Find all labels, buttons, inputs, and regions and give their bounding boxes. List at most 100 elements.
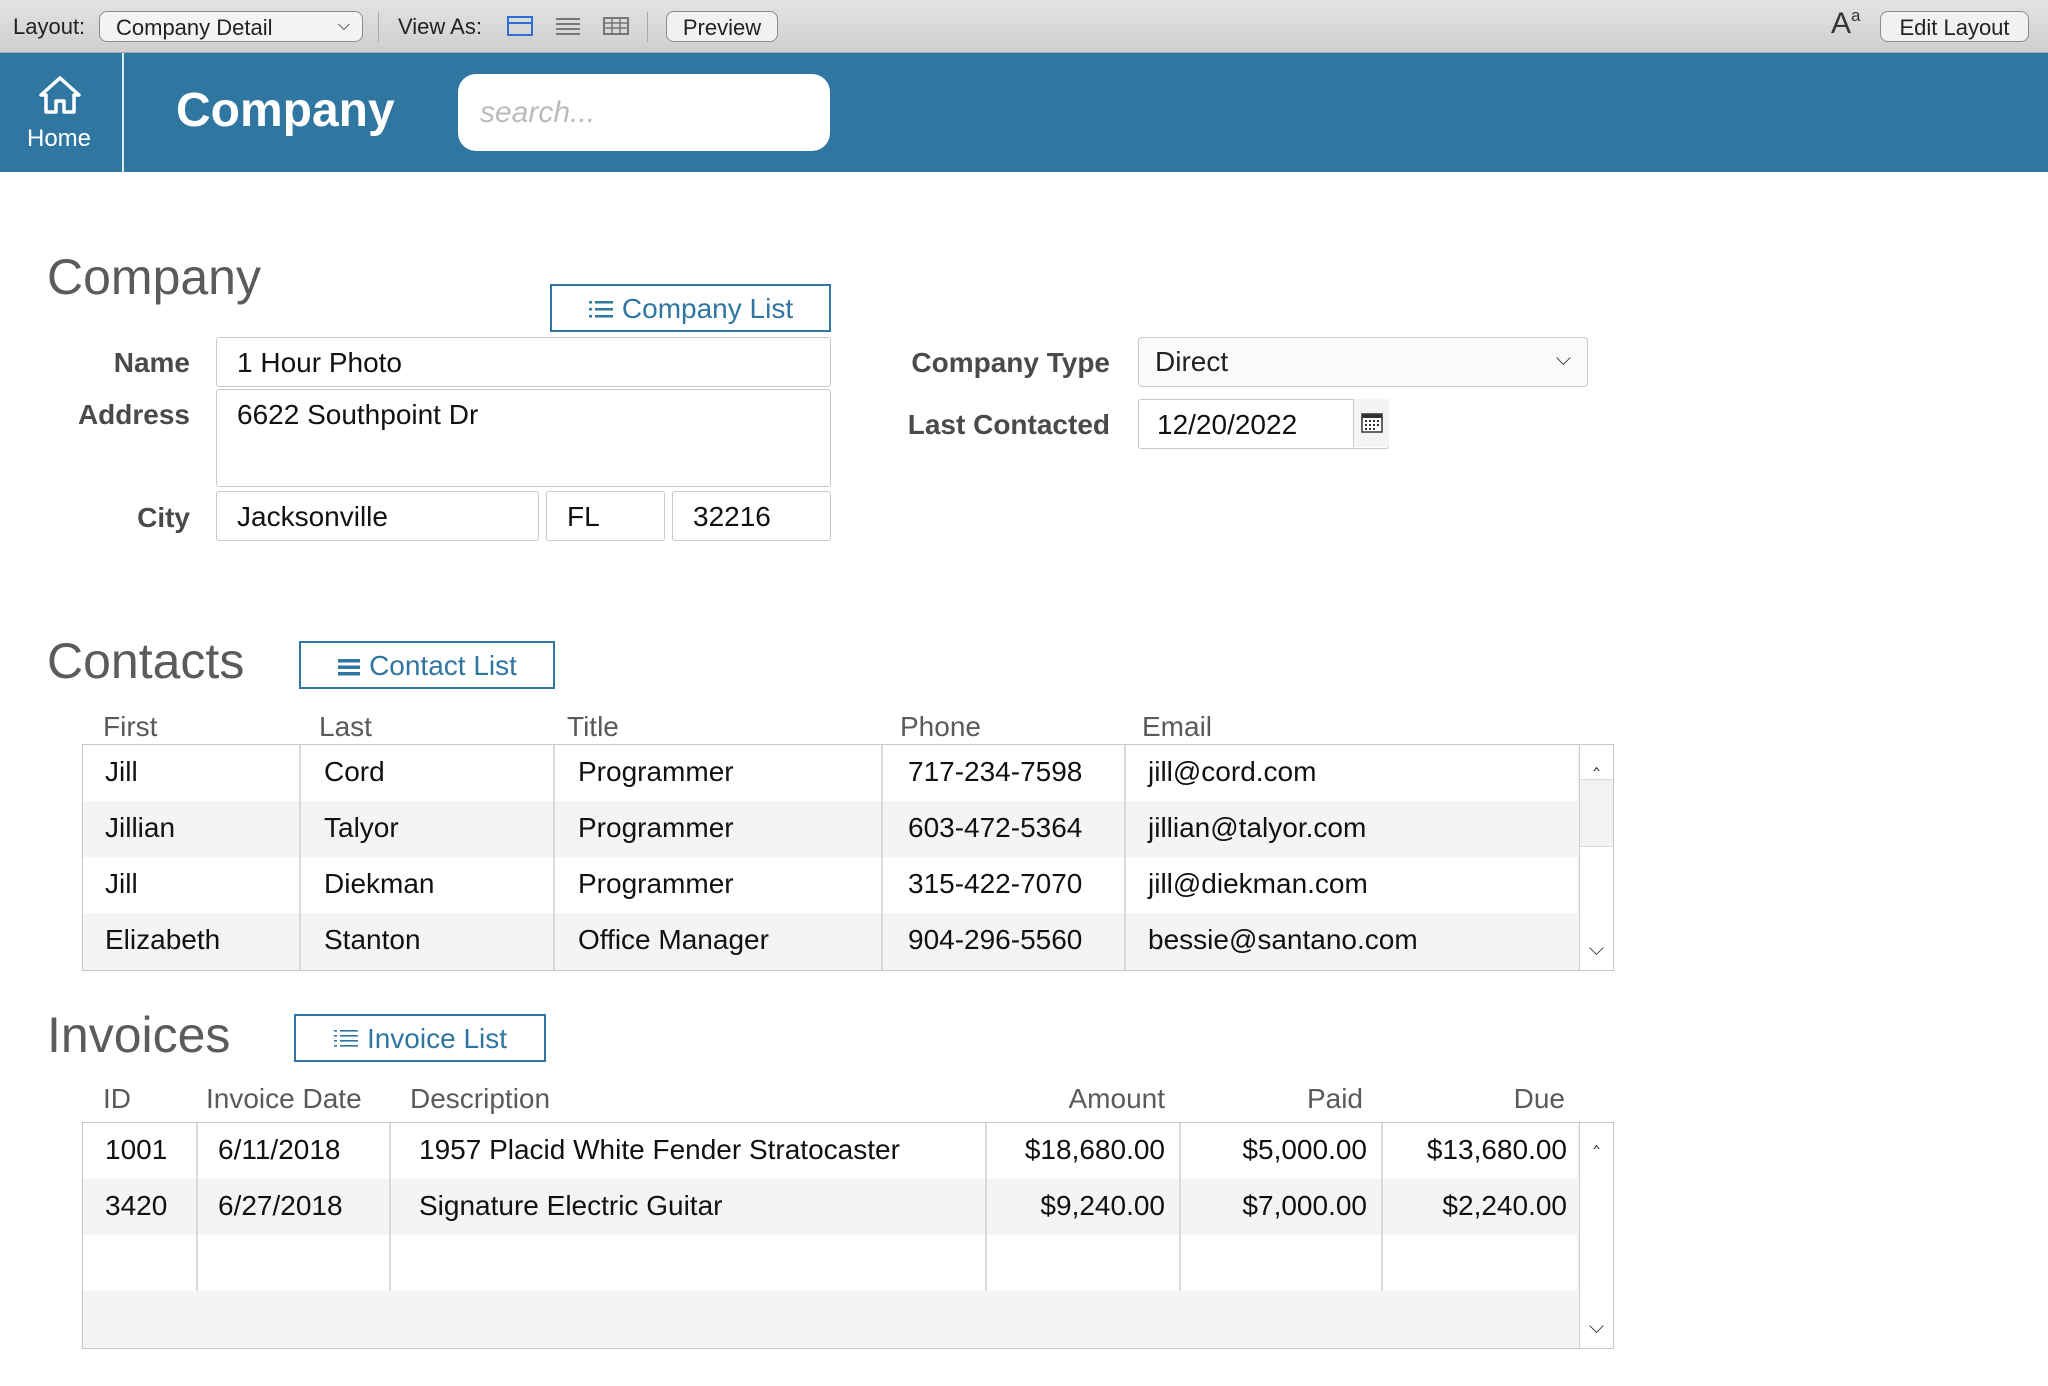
- contacts-column-header: Email: [1142, 711, 1213, 742]
- scrollbar-thumb[interactable]: [1580, 779, 1613, 847]
- table-row-empty[interactable]: [83, 1235, 1577, 1291]
- invoice-description: 1957 Placid White Fender Stratocaster: [419, 1134, 900, 1165]
- column-divider: [553, 745, 555, 970]
- city-field[interactable]: Jacksonville: [216, 491, 539, 541]
- layout-dropdown-value: Company Detail: [116, 15, 273, 40]
- company-section-heading: Company: [47, 249, 261, 305]
- date-picker-button[interactable]: [1353, 399, 1389, 447]
- company-name-field[interactable]: 1 Hour Photo: [216, 337, 831, 387]
- contacts-column-header: First: [103, 711, 158, 742]
- contact-title: Office Manager: [578, 924, 769, 955]
- state-field[interactable]: FL: [546, 491, 665, 541]
- font-size-glyph: A: [1831, 7, 1852, 40]
- scroll-down-icon[interactable]: ⌵: [1588, 1316, 1605, 1338]
- column-divider: [881, 745, 883, 970]
- company-type-dropdown[interactable]: Direct ⌵: [1138, 337, 1588, 387]
- column-divider: [389, 1123, 391, 1291]
- home-button[interactable]: Home: [0, 53, 124, 172]
- company-type-label: Company Type: [911, 347, 1110, 378]
- scroll-down-icon[interactable]: ⌵: [1588, 938, 1605, 960]
- home-icon: [39, 76, 81, 114]
- invoices-column-header: Amount: [1068, 1083, 1166, 1114]
- address-field[interactable]: 6622 Southpoint Dr: [216, 389, 831, 487]
- invoice-amount: $9,240.00: [1040, 1190, 1165, 1221]
- scroll-up-icon[interactable]: ‸: [1593, 1127, 1600, 1149]
- toolbar-divider: [378, 12, 379, 42]
- search-input[interactable]: [458, 74, 830, 151]
- company-list-label: Company List: [621, 293, 794, 324]
- contact-list-button[interactable]: Contact List: [299, 641, 555, 689]
- invoice-id: 3420: [105, 1190, 168, 1221]
- table-row[interactable]: Jillian Talyor Programmer 603-472-5364 j…: [83, 801, 1577, 857]
- list-icon: [333, 1030, 358, 1047]
- preview-button[interactable]: Preview: [666, 11, 778, 42]
- home-label: Home: [26, 125, 92, 152]
- invoices-column-header: Invoice Date: [206, 1083, 362, 1114]
- contact-phone: 315-422-7070: [908, 868, 1083, 899]
- column-divider: [299, 745, 301, 970]
- contacts-scrollbar[interactable]: ‸ ⌵: [1579, 745, 1613, 970]
- company-type-value: Direct: [1155, 346, 1229, 377]
- invoice-due: $2,240.00: [1442, 1190, 1567, 1221]
- column-divider: [985, 1123, 987, 1291]
- last-contacted-label: Last Contacted: [907, 409, 1110, 440]
- contact-last: Talyor: [324, 812, 399, 843]
- edit-layout-button[interactable]: Edit Layout: [1880, 11, 2029, 42]
- contact-first: Jill: [105, 868, 138, 899]
- form-view-icon[interactable]: [507, 15, 533, 37]
- app-header: Home Company: [0, 53, 2048, 172]
- last-contacted-field[interactable]: 12/20/2022: [1138, 399, 1389, 449]
- table-row[interactable]: 1001 6/11/2018 1957 Placid White Fender …: [83, 1123, 1577, 1179]
- invoice-list-label: Invoice List: [366, 1023, 508, 1054]
- table-row[interactable]: 3420 6/27/2018 Signature Electric Guitar…: [83, 1179, 1577, 1235]
- city-label: City: [137, 502, 190, 533]
- font-size-icon[interactable]: Aa: [1831, 6, 1860, 41]
- toolbar-divider: [647, 12, 648, 42]
- company-list-button[interactable]: Company List: [550, 284, 831, 332]
- contact-first: Elizabeth: [105, 924, 221, 955]
- list-icon: [338, 659, 361, 676]
- calendar-icon: [1361, 413, 1383, 433]
- contact-title: Programmer: [578, 868, 734, 899]
- invoices-scrollbar[interactable]: ‸ ⌵: [1579, 1123, 1613, 1348]
- list-view-icon[interactable]: [555, 15, 581, 37]
- table-row[interactable]: Jill Cord Programmer 717-234-7598 jill@c…: [83, 745, 1577, 801]
- table-row[interactable]: Jill Diekman Programmer 315-422-7070 jil…: [83, 857, 1577, 913]
- contact-title: Programmer: [578, 812, 734, 843]
- contact-email: jill@cord.com: [1148, 756, 1317, 787]
- contact-last: Stanton: [324, 924, 421, 955]
- invoice-date: 6/27/2018: [218, 1190, 343, 1221]
- table-row[interactable]: Elizabeth Stanton Office Manager 904-296…: [83, 913, 1577, 969]
- table-view-icon[interactable]: [603, 15, 629, 37]
- contact-email: bessie@santano.com: [1148, 924, 1418, 955]
- zip-field[interactable]: 32216: [672, 491, 831, 541]
- contact-title: Programmer: [578, 756, 734, 787]
- contacts-column-header: Title: [567, 711, 619, 742]
- contact-email: jill@diekman.com: [1148, 868, 1368, 899]
- invoices-column-header: Due: [1513, 1083, 1565, 1114]
- chevron-down-icon: ⌵: [1555, 348, 1571, 370]
- last-contacted-value: 12/20/2022: [1157, 409, 1298, 440]
- invoice-date: 6/11/2018: [218, 1134, 341, 1165]
- column-divider: [196, 1123, 198, 1291]
- page-title: Company: [176, 84, 395, 137]
- invoice-paid: $5,000.00: [1242, 1134, 1367, 1165]
- scroll-up-icon[interactable]: ‸: [1593, 749, 1600, 771]
- contact-phone: 717-234-7598: [908, 756, 1083, 787]
- invoice-list-button[interactable]: Invoice List: [294, 1014, 546, 1062]
- layout-dropdown[interactable]: Company Detail ⌵: [99, 11, 363, 42]
- contact-phone: 603-472-5364: [908, 812, 1083, 843]
- column-divider: [1179, 1123, 1181, 1291]
- invoice-description: Signature Electric Guitar: [419, 1190, 723, 1221]
- address-label: Address: [77, 399, 190, 430]
- contacts-column-header: Last: [319, 711, 372, 742]
- column-divider: [1381, 1123, 1383, 1291]
- contact-first: Jillian: [105, 812, 176, 843]
- invoices-portal[interactable]: 1001 6/11/2018 1957 Placid White Fender …: [82, 1122, 1614, 1349]
- contacts-portal[interactable]: Jill Cord Programmer 717-234-7598 jill@c…: [82, 744, 1614, 971]
- invoices-column-header: Description: [410, 1083, 551, 1114]
- view-as-label: View As:: [398, 14, 482, 39]
- contact-email: jillian@talyor.com: [1148, 812, 1367, 843]
- layout-label: Layout:: [13, 14, 86, 39]
- contact-phone: 904-296-5560: [908, 924, 1083, 955]
